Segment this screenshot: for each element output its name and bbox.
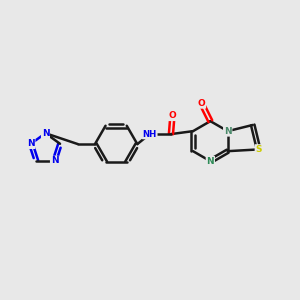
Text: N: N <box>224 127 232 136</box>
Text: N: N <box>206 157 214 166</box>
Text: N: N <box>206 157 214 166</box>
Text: O: O <box>169 111 176 120</box>
Text: S: S <box>255 145 262 154</box>
Text: N: N <box>224 127 232 136</box>
Text: NH: NH <box>142 130 157 139</box>
Text: N: N <box>27 139 35 148</box>
Text: N: N <box>51 156 58 165</box>
Text: N: N <box>42 129 49 138</box>
Text: O: O <box>198 99 206 108</box>
